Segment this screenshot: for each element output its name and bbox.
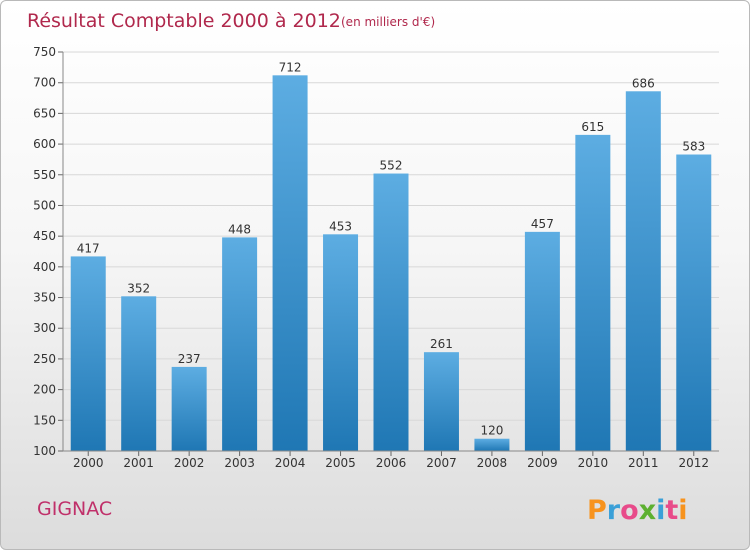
- logo-letter: i: [656, 495, 665, 526]
- bar-2004: [272, 75, 308, 451]
- y-tick-label: 500: [33, 198, 56, 212]
- bar-2001: [121, 296, 157, 451]
- x-tick-label: 2004: [275, 456, 306, 470]
- x-axis: 2000 2001 2002 2003 2004 2005 2006 2007 2008 2009…: [63, 450, 719, 470]
- y-tick-label: 100: [33, 444, 56, 458]
- bar-2009: [524, 231, 560, 451]
- y-axis: 100 150 200 250 300 350 400 450 500 550 600 650 700 7…: [33, 45, 64, 458]
- y-tick-label: 400: [33, 260, 56, 274]
- bar-value-label: 552: [380, 159, 403, 173]
- x-tick-label: 2003: [224, 456, 255, 470]
- x-tick-label: 2000: [73, 456, 104, 470]
- y-tick-label: 250: [33, 352, 56, 366]
- x-tick-label: 2010: [578, 456, 609, 470]
- y-tick-label: 300: [33, 321, 56, 335]
- bar-2011: [625, 91, 661, 451]
- y-tick-label: 150: [33, 413, 56, 427]
- bar-2006: [373, 173, 409, 451]
- logo-letter: P: [587, 495, 607, 526]
- logo-letter: x: [639, 495, 656, 526]
- bar-value-labels: 417 352 237 448 712 453 552 261 120 457 615 686 583: [77, 60, 705, 437]
- bar-value-label: 457: [531, 217, 554, 231]
- bar-2002: [171, 366, 207, 451]
- y-tick-label: 450: [33, 229, 56, 243]
- y-tick-label: 750: [33, 45, 56, 59]
- bar-2010: [575, 134, 611, 451]
- proxiti-logo: Proxiti: [587, 495, 688, 526]
- y-tick-label: 600: [33, 137, 56, 151]
- logo-letter: i: [678, 495, 687, 526]
- logo-letter: t: [665, 495, 678, 526]
- x-tick-label: 2007: [426, 456, 457, 470]
- x-tick-label: 2011: [628, 456, 659, 470]
- bar-2008: [474, 438, 510, 451]
- bar-value-label: 120: [480, 424, 503, 438]
- bar-value-label: 417: [77, 241, 100, 255]
- x-tick-label: 2001: [123, 456, 154, 470]
- y-tick-label: 700: [33, 76, 56, 90]
- y-tick-label: 650: [33, 106, 56, 120]
- bar-value-label: 615: [581, 120, 604, 134]
- chart-title: Résultat Comptable 2000 à 2012: [27, 10, 341, 32]
- x-tick-label: 2002: [174, 456, 205, 470]
- bars: [70, 75, 712, 451]
- x-tick-label: 2008: [477, 456, 508, 470]
- x-tick-label: 2012: [678, 456, 709, 470]
- y-tick-label: 550: [33, 168, 56, 182]
- x-tick-label: 2009: [527, 456, 558, 470]
- y-tick-label: 350: [33, 291, 56, 305]
- logo-letter: r: [607, 495, 621, 526]
- bar-value-label: 712: [279, 60, 302, 74]
- chart-subtitle: (en milliers d'€): [341, 15, 435, 29]
- logo-letter: o: [620, 495, 639, 526]
- y-tick-label: 200: [33, 383, 56, 397]
- bar-value-label: 448: [228, 222, 251, 236]
- bar-value-label: 261: [430, 337, 453, 351]
- bar-value-label: 583: [682, 140, 705, 154]
- bar-value-label: 453: [329, 219, 352, 233]
- bar-2007: [423, 352, 459, 451]
- bar-value-label: 352: [127, 281, 150, 295]
- bar-2012: [676, 154, 712, 451]
- bar-2005: [323, 234, 359, 451]
- bar-value-label: 686: [632, 76, 655, 90]
- city-label: GIGNAC: [37, 498, 112, 520]
- bar-value-label: 237: [178, 352, 201, 366]
- x-tick-label: 2006: [376, 456, 407, 470]
- x-tick-label: 2005: [325, 456, 356, 470]
- bar-2000: [70, 256, 106, 451]
- bar-2003: [222, 237, 258, 451]
